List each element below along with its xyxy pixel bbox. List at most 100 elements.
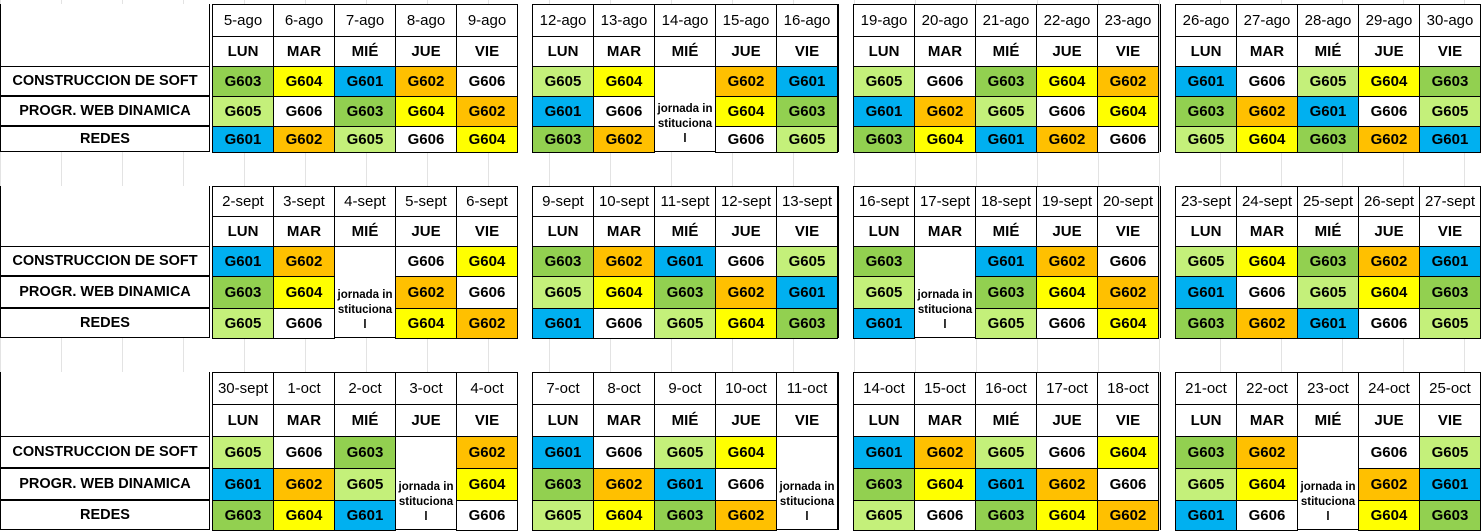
group-cell[interactable]: G605 <box>1419 436 1481 469</box>
group-cell[interactable]: G601 <box>212 126 274 153</box>
group-cell[interactable]: G602 <box>1236 308 1298 339</box>
group-cell[interactable]: G604 <box>914 468 976 501</box>
date-cell[interactable]: 25-sept <box>1297 186 1359 217</box>
group-cell[interactable]: G605 <box>654 308 716 339</box>
group-cell[interactable]: G604 <box>1358 66 1420 97</box>
date-cell[interactable]: 26-ago <box>1175 4 1237 37</box>
group-cell[interactable]: G604 <box>1358 500 1420 531</box>
weekday-cell[interactable]: LUN <box>532 216 594 247</box>
group-cell[interactable]: G601 <box>1297 308 1359 339</box>
weekday-cell[interactable]: VIE <box>1097 404 1159 437</box>
date-cell[interactable]: 25-oct <box>1419 372 1481 405</box>
date-cell[interactable]: 14-oct <box>853 372 915 405</box>
weekday-cell[interactable]: LUN <box>853 36 915 67</box>
group-cell[interactable]: G606 <box>395 246 457 277</box>
date-cell[interactable]: 12-sept <box>715 186 777 217</box>
group-cell[interactable]: G602 <box>273 246 335 277</box>
group-cell[interactable]: G606 <box>1097 246 1159 277</box>
group-cell[interactable]: G606 <box>456 500 518 531</box>
group-cell[interactable]: G606 <box>914 66 976 97</box>
date-cell[interactable]: 15-oct <box>914 372 976 405</box>
weekday-cell[interactable]: MIÉ <box>334 404 396 437</box>
group-cell[interactable]: G603 <box>975 500 1037 531</box>
group-cell[interactable]: G601 <box>654 468 716 501</box>
group-cell[interactable]: G605 <box>1297 276 1359 309</box>
group-cell[interactable]: G601 <box>853 308 915 339</box>
group-cell[interactable]: G606 <box>1358 308 1420 339</box>
holiday-cell[interactable]: jornada institucional <box>1297 436 1359 530</box>
group-cell[interactable]: G605 <box>654 436 716 469</box>
group-cell[interactable]: G605 <box>975 96 1037 127</box>
date-cell[interactable]: 14-ago <box>654 4 716 37</box>
weekday-cell[interactable]: MIÉ <box>975 216 1037 247</box>
date-cell[interactable]: 21-ago <box>975 4 1037 37</box>
group-cell[interactable]: G606 <box>1358 96 1420 127</box>
group-cell[interactable]: G603 <box>532 468 594 501</box>
group-cell[interactable]: G605 <box>853 500 915 531</box>
group-cell[interactable]: G602 <box>273 468 335 501</box>
group-cell[interactable]: G606 <box>1036 436 1098 469</box>
weekday-cell[interactable]: JUE <box>1358 216 1420 247</box>
group-cell[interactable]: G603 <box>776 96 838 127</box>
weekday-cell[interactable]: MAR <box>1236 36 1298 67</box>
group-cell[interactable]: G605 <box>776 126 838 153</box>
group-cell[interactable]: G605 <box>212 96 274 127</box>
group-cell[interactable]: G604 <box>1358 276 1420 309</box>
group-cell[interactable]: G605 <box>1175 468 1237 501</box>
date-cell[interactable]: 28-ago <box>1297 4 1359 37</box>
group-cell[interactable]: G603 <box>212 500 274 531</box>
date-cell[interactable]: 16-oct <box>975 372 1037 405</box>
weekday-cell[interactable]: VIE <box>456 36 518 67</box>
group-cell[interactable]: G606 <box>1097 468 1159 501</box>
weekday-cell[interactable]: JUE <box>1036 36 1098 67</box>
group-cell[interactable]: G602 <box>1358 246 1420 277</box>
weekday-cell[interactable]: VIE <box>776 36 838 67</box>
group-cell[interactable]: G601 <box>776 66 838 97</box>
group-cell[interactable]: G604 <box>1236 246 1298 277</box>
date-cell[interactable]: 2-oct <box>334 372 396 405</box>
weekday-cell[interactable]: JUE <box>395 216 457 247</box>
date-cell[interactable]: 21-oct <box>1175 372 1237 405</box>
date-cell[interactable]: 8-oct <box>593 372 655 405</box>
weekday-cell[interactable]: JUE <box>1036 216 1098 247</box>
date-cell[interactable]: 23-oct <box>1297 372 1359 405</box>
date-cell[interactable]: 17-oct <box>1036 372 1098 405</box>
date-cell[interactable]: 22-ago <box>1036 4 1098 37</box>
weekday-cell[interactable]: LUN <box>1175 404 1237 437</box>
date-cell[interactable]: 30-ago <box>1419 4 1481 37</box>
group-cell[interactable]: G605 <box>532 500 594 531</box>
weekday-cell[interactable]: MAR <box>273 216 335 247</box>
weekday-cell[interactable]: MIÉ <box>654 216 716 247</box>
group-cell[interactable]: G602 <box>395 276 457 309</box>
date-cell[interactable]: 26-sept <box>1358 186 1420 217</box>
weekday-cell[interactable]: MIÉ <box>654 404 716 437</box>
date-cell[interactable]: 19-ago <box>853 4 915 37</box>
group-cell[interactable]: G603 <box>532 126 594 153</box>
weekday-cell[interactable]: MIÉ <box>334 36 396 67</box>
group-cell[interactable]: G603 <box>654 276 716 309</box>
weekday-cell[interactable]: MAR <box>914 216 976 247</box>
group-cell[interactable]: G605 <box>853 66 915 97</box>
weekday-cell[interactable]: LUN <box>853 216 915 247</box>
group-cell[interactable]: G603 <box>212 276 274 309</box>
group-cell[interactable]: G602 <box>715 500 777 531</box>
group-cell[interactable]: G601 <box>212 468 274 501</box>
date-cell[interactable]: 27-sept <box>1419 186 1481 217</box>
group-cell[interactable]: G602 <box>914 96 976 127</box>
group-cell[interactable]: G602 <box>1097 66 1159 97</box>
date-cell[interactable]: 29-ago <box>1358 4 1420 37</box>
holiday-cell[interactable]: jornada institucional <box>914 246 976 338</box>
group-cell[interactable]: G601 <box>1175 276 1237 309</box>
group-cell[interactable]: G604 <box>1036 66 1098 97</box>
date-cell[interactable]: 5-ago <box>212 4 274 37</box>
weekday-cell[interactable]: MIÉ <box>1297 404 1359 437</box>
group-cell[interactable]: G603 <box>1419 500 1481 531</box>
group-cell[interactable]: G604 <box>456 468 518 501</box>
group-cell[interactable]: G604 <box>715 96 777 127</box>
weekday-cell[interactable]: JUE <box>395 404 457 437</box>
group-cell[interactable]: G606 <box>273 308 335 339</box>
date-cell[interactable]: 4-sept <box>334 186 396 217</box>
group-cell[interactable]: G603 <box>853 126 915 153</box>
weekday-cell[interactable]: VIE <box>1097 216 1159 247</box>
group-cell[interactable]: G605 <box>334 468 396 501</box>
